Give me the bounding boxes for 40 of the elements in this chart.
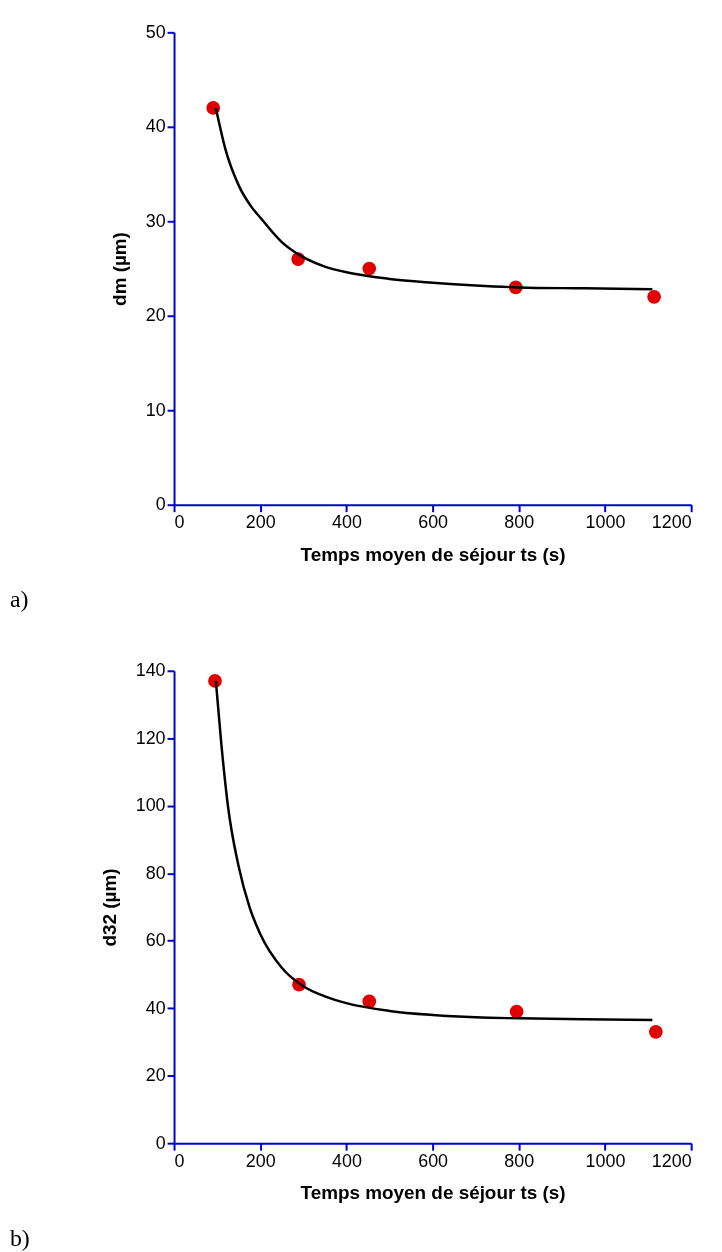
y-tick-label: 140 — [135, 660, 166, 681]
x-tick-label: 800 — [504, 1150, 535, 1171]
y-tick-label: 120 — [135, 727, 166, 748]
point — [206, 101, 221, 115]
y-tick-label: 0 — [155, 1132, 166, 1153]
y-tick-label: 20 — [145, 1065, 166, 1086]
y-tick-label: 50 — [145, 21, 166, 42]
x-tick-label: 1200 — [651, 512, 692, 533]
x-tick-label: 800 — [504, 512, 535, 533]
x-tick-label: 1000 — [585, 1150, 626, 1171]
y-tick-label: 100 — [135, 795, 166, 816]
point — [362, 261, 377, 276]
y-tick-label: 0 — [155, 494, 166, 515]
x-tick-label: 1200 — [651, 1150, 692, 1171]
x-tick-label: 0 — [174, 1150, 185, 1171]
x-tick-label: 600 — [418, 1150, 449, 1171]
point — [648, 1024, 663, 1039]
x-tick-label: 0 — [174, 512, 185, 533]
y-axis-title: dm (µm) — [108, 232, 130, 306]
y-tick-label: 20 — [145, 305, 166, 326]
point — [509, 1004, 524, 1019]
y-tick-label: 60 — [145, 930, 166, 951]
y-tick-label: 30 — [145, 210, 166, 231]
y-tick-label: 80 — [145, 862, 166, 883]
x-axis-title: Temps moyen de séjour ts (s) — [300, 1182, 566, 1204]
text: a) — [9, 586, 29, 613]
y-tick-label: 40 — [145, 997, 166, 1018]
y-tick-label: 40 — [145, 116, 166, 137]
text: b) — [9, 1224, 30, 1251]
x-tick-label: 200 — [245, 1150, 276, 1171]
point — [647, 290, 661, 304]
x-tick-label: 400 — [331, 512, 362, 533]
x-axis-title: Temps moyen de séjour ts (s) — [300, 543, 566, 565]
y-tick-label: 10 — [145, 399, 166, 420]
y-axis-title: d32 (µm) — [98, 868, 120, 947]
x-tick-label: 200 — [245, 512, 276, 533]
x-tick-label: 600 — [418, 512, 449, 533]
x-tick-label: 400 — [331, 1150, 362, 1171]
point — [362, 994, 377, 1009]
x-tick-label: 1000 — [585, 512, 626, 533]
